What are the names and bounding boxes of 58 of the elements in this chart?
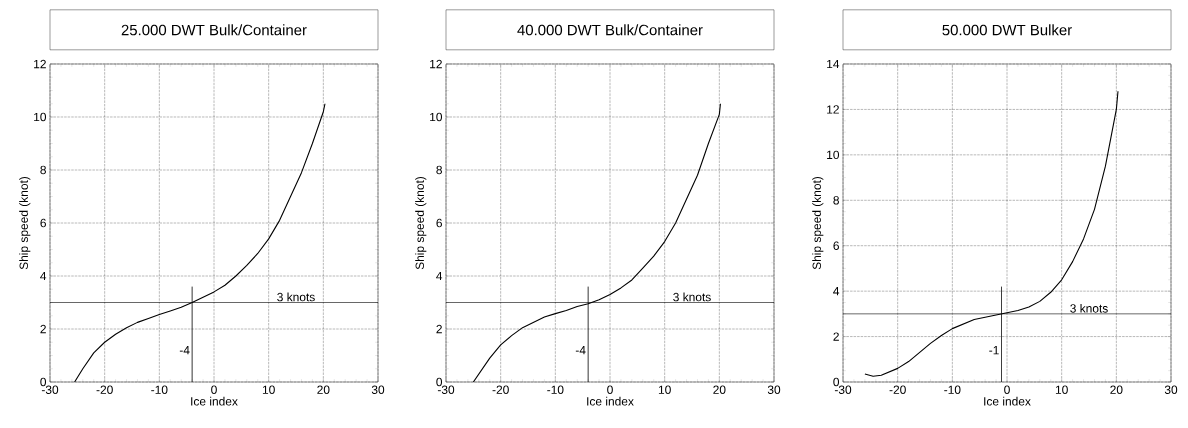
y-tick-label: 0 [833, 377, 840, 387]
y-axis-title: Ship speed (knot) [812, 176, 824, 270]
x-tick-label: -10 [151, 385, 168, 394]
y-tick-label: 6 [833, 241, 839, 250]
x-tick-label: 20 [713, 385, 726, 394]
chart-title: 40.000 DWT Bulk/Container [517, 24, 703, 36]
y-tick-label: 10 [430, 112, 443, 122]
x-tick-label: 20 [317, 385, 330, 394]
y-tick-label: 2 [40, 324, 46, 334]
y-tick-label: 12 [827, 105, 839, 114]
y-tick-label: 10 [827, 150, 840, 160]
ref-line-label: 3 knots [673, 292, 711, 302]
x-tick-label: -10 [547, 385, 564, 394]
y-tick-label: 12 [430, 59, 442, 69]
y-tick-label: 12 [34, 59, 46, 69]
y-tick-label: 8 [40, 165, 46, 175]
x-tick-label: -30 [41, 385, 59, 394]
y-tick-label: 14 [827, 59, 840, 69]
x-tick-label: 10 [1055, 385, 1068, 394]
x-tick-label: -20 [492, 385, 509, 394]
ref-line-label: -4 [575, 346, 586, 355]
y-axis-title: Ship speed (knot) [19, 176, 31, 270]
y-tick-label: 6 [436, 218, 442, 228]
y-tick-label: 4 [436, 271, 443, 281]
y-tick-label: 10 [34, 112, 47, 122]
x-tick-label: 10 [658, 385, 671, 394]
y-tick-label: 2 [833, 332, 839, 341]
x-tick-label: -30 [437, 385, 455, 394]
x-tick-label: -20 [96, 385, 113, 394]
y-tick-label: 0 [40, 377, 47, 387]
x-tick-label: -20 [889, 385, 906, 394]
x-axis-title: Ice index [587, 396, 634, 406]
x-tick-label: 30 [1164, 385, 1178, 394]
y-tick-label: 2 [436, 324, 442, 334]
chart-title: 25.000 DWT Bulk/Container [121, 24, 307, 36]
ref-line-label: 3 knots [277, 292, 315, 302]
chart-title: 50.000 DWT Bulker [942, 24, 1072, 36]
ref-line-label: -1 [989, 346, 999, 355]
y-tick-label: 6 [40, 218, 46, 228]
y-tick-label: 8 [833, 196, 839, 205]
y-tick-label: 0 [436, 377, 443, 387]
x-tick-label: 0 [607, 385, 613, 394]
ref-line-label: 3 knots [1070, 303, 1108, 313]
y-tick-label: 4 [833, 287, 840, 296]
x-tick-label: 0 [1004, 385, 1010, 394]
x-tick-label: 10 [262, 385, 275, 394]
y-tick-label: 8 [436, 165, 442, 175]
y-axis-title: Ship speed (knot) [415, 176, 427, 270]
x-tick-label: 30 [767, 385, 781, 394]
x-axis-title: Ice index [191, 396, 238, 406]
x-axis-title: Ice index [984, 396, 1031, 406]
x-tick-label: -10 [944, 385, 961, 394]
x-tick-label: 30 [371, 385, 385, 394]
y-tick-label: 4 [40, 271, 47, 281]
x-tick-label: -30 [834, 385, 852, 394]
ref-line-label: -4 [179, 346, 190, 355]
x-tick-label: 0 [211, 385, 217, 394]
x-tick-label: 20 [1110, 385, 1123, 394]
